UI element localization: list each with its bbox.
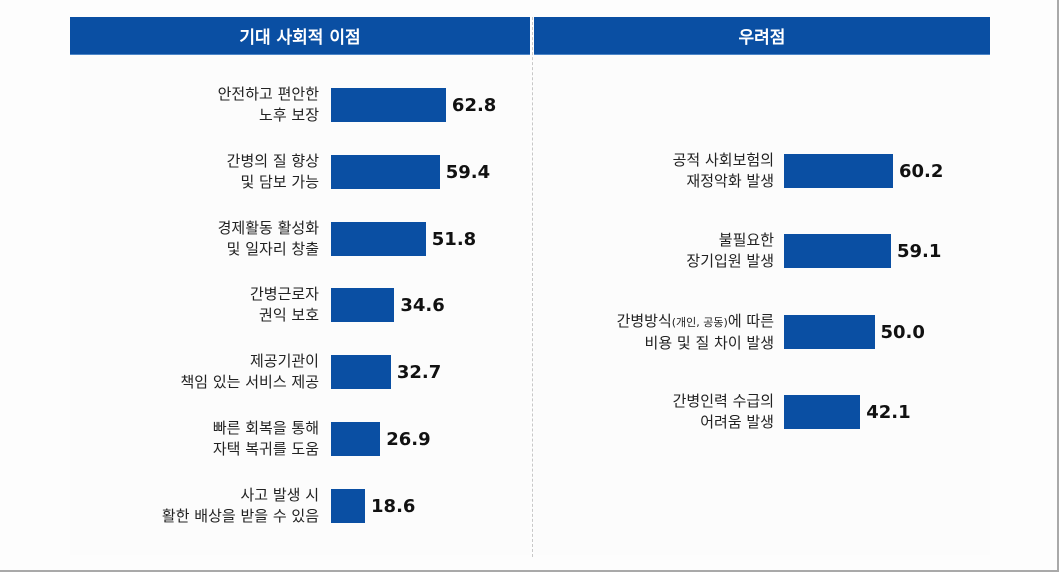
category-label-line: 장기입원 발생 bbox=[686, 252, 774, 271]
bar bbox=[784, 154, 893, 188]
category-label-line: 간병의 질 향상 bbox=[226, 151, 319, 170]
bar bbox=[331, 221, 426, 256]
category-label-line: 제공기관이 bbox=[249, 352, 319, 371]
value-label: 59.4 bbox=[445, 161, 491, 183]
category-label-line: 책임 있는 서비스 제공 bbox=[180, 373, 319, 392]
bar bbox=[331, 488, 366, 523]
category-label-line: 비용 및 질 차이 발생 bbox=[644, 333, 774, 352]
value-label: 34.6 bbox=[400, 295, 445, 317]
category-label-line: 공적 사회보험의 bbox=[672, 151, 774, 169]
category-label-line: 활한 배상을 받을 수 있음 bbox=[161, 506, 319, 525]
category-label-line: 자택 복귀를 도움 bbox=[212, 440, 319, 458]
value-label: 60.2 bbox=[898, 161, 944, 182]
category-label-line: 경제활동 활성화 bbox=[217, 218, 319, 237]
bar bbox=[784, 394, 861, 429]
left-panel-header: 기대 사회적 이점 bbox=[70, 17, 530, 55]
value-label: 18.6 bbox=[371, 495, 416, 517]
right-panel-header: 우려점 bbox=[534, 17, 990, 55]
category-label-line: 빠른 회복을 통해 bbox=[212, 419, 319, 437]
category-label-line: 권익 보호 bbox=[259, 306, 319, 325]
left-panel-background bbox=[70, 55, 530, 555]
category-label-line: 노후 보장 bbox=[259, 106, 319, 124]
value-label: 42.1 bbox=[866, 401, 911, 423]
bar bbox=[331, 88, 446, 122]
category-label-line: 재정악화 발생 bbox=[686, 172, 774, 190]
panel-divider bbox=[532, 17, 533, 557]
category-label-line: 사고 발생 시 bbox=[240, 485, 319, 504]
bar bbox=[331, 355, 391, 390]
category-label-line: 간병방식(개인, 공동)에 따른 bbox=[616, 311, 774, 330]
category-label-line: 불필요한 bbox=[718, 231, 774, 250]
category-label-line: 안전하고 편안한 bbox=[217, 85, 319, 103]
bar bbox=[784, 234, 891, 269]
bar bbox=[331, 288, 395, 323]
value-label: 51.8 bbox=[431, 228, 477, 250]
bar bbox=[331, 154, 440, 189]
category-label-line: 및 일자리 창출 bbox=[226, 239, 319, 258]
category-label-line: 어려움 발생 bbox=[700, 412, 774, 431]
category-label-line: 간병근로자 bbox=[249, 285, 319, 304]
value-label: 32.7 bbox=[396, 362, 442, 384]
value-label: 50.0 bbox=[880, 321, 925, 343]
bar bbox=[784, 314, 875, 349]
value-label: 59.1 bbox=[896, 241, 942, 263]
category-label-line: 간병인력 수급의 bbox=[672, 391, 774, 410]
value-label: 26.9 bbox=[386, 429, 431, 450]
category-label-line: 및 담보 가능 bbox=[240, 172, 319, 191]
bar bbox=[331, 422, 381, 456]
value-label: 62.8 bbox=[451, 95, 497, 116]
right-panel-background bbox=[534, 55, 990, 555]
